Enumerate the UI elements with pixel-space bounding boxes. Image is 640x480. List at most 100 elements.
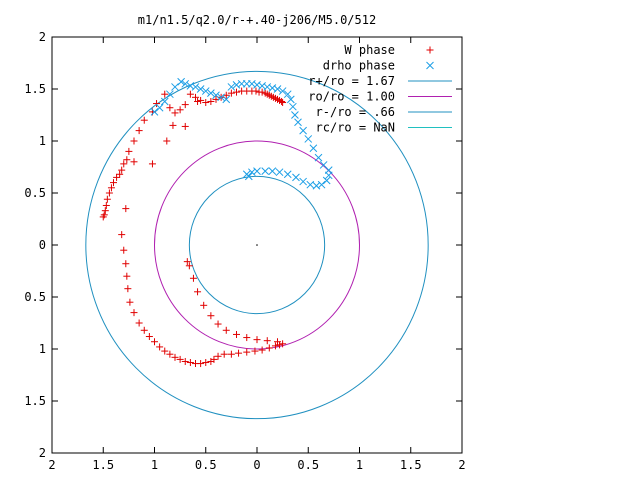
drho-phase-point: [166, 90, 174, 99]
legend-label: r+/ro = 1.67: [308, 74, 395, 88]
drho-phase-point: [217, 93, 225, 102]
marker-stroke: [268, 167, 277, 176]
w-phase-point: [122, 260, 130, 268]
w-phase-point: [166, 350, 174, 358]
legend-item: r-/ro = .66: [316, 105, 452, 119]
w-phase-point: [171, 353, 179, 361]
marker-stroke: [160, 97, 169, 106]
w-phase-point: [148, 160, 156, 168]
drho-phase-point: [207, 89, 215, 98]
drho-phase-point: [309, 144, 318, 153]
drho-phase-point: [299, 177, 307, 186]
w-phase-point: [140, 326, 148, 334]
circles-layer: [85, 70, 429, 420]
w-phase-point: [102, 201, 110, 209]
w-phase-point: [123, 156, 131, 164]
w-phase-point: [123, 272, 131, 280]
marker-stroke: [171, 83, 179, 91]
drho-phase-point: [253, 167, 261, 176]
w-phase-point: [263, 337, 271, 345]
w-phase-point: [261, 89, 269, 97]
w-phase-point: [130, 309, 138, 317]
w-phase-point: [153, 100, 161, 108]
marker-stroke: [291, 111, 299, 119]
legend-marker: [426, 61, 434, 70]
marker-stroke: [191, 83, 200, 91]
w-phase-point: [163, 137, 171, 145]
drho-phase-point: [191, 83, 200, 91]
w-phase-point: [197, 96, 205, 104]
drho-phase-point: [263, 83, 272, 91]
drho-phase-point: [286, 95, 295, 104]
marker-stroke: [306, 180, 315, 189]
drho-phase-point: [273, 85, 282, 93]
w-phase-point: [207, 312, 215, 320]
marker-stroke: [177, 77, 186, 86]
w-phase-point: [194, 97, 202, 105]
marker-stroke: [201, 87, 210, 95]
legend-label: W phase: [344, 43, 395, 57]
marker-stroke: [196, 85, 205, 93]
circle-ro: [154, 140, 360, 350]
w-phase-point: [103, 195, 111, 203]
w-phase-point: [105, 189, 113, 197]
drho-phase-point: [248, 79, 256, 88]
w-phase-point: [130, 137, 138, 145]
w-phase-point: [135, 127, 143, 135]
marker-stroke: [232, 80, 241, 89]
y-tick-label: 1.5: [24, 82, 46, 96]
points-layer: [99, 77, 333, 368]
w-phase-point: [185, 262, 193, 270]
legend-label: rc/ro = NaN: [316, 121, 395, 135]
marker-stroke: [253, 167, 261, 176]
marker-stroke: [181, 79, 190, 88]
y-tick-label: 1.5: [24, 394, 46, 408]
drho-phase-point: [304, 135, 313, 143]
x-tick-label: 2: [458, 458, 465, 472]
marker-stroke: [273, 85, 282, 93]
w-phase-point: [124, 285, 132, 293]
w-phase-point: [243, 348, 251, 356]
drho-phase-point: [253, 80, 261, 89]
legend-item: W phase: [344, 43, 434, 57]
drho-phase-point: [306, 180, 315, 189]
drho-phase-point: [222, 95, 231, 104]
w-phase-point: [194, 288, 202, 296]
drho-phase-point: [160, 97, 169, 106]
drho-phase-point: [212, 91, 220, 100]
marker-stroke: [222, 95, 231, 104]
marker-stroke: [322, 176, 331, 185]
w-phase-point: [243, 334, 251, 342]
marker-stroke: [244, 172, 253, 181]
w-phase-point: [120, 160, 128, 168]
w-phase-point: [145, 333, 153, 341]
legend-label: ro/ro = 1.00: [308, 90, 395, 104]
drho-phase-point: [291, 111, 299, 119]
marker-stroke: [283, 90, 292, 99]
drho-phase-point: [177, 77, 186, 86]
w-phase-point: [113, 173, 121, 181]
marker-stroke: [312, 181, 321, 190]
marker-stroke: [227, 83, 236, 91]
legend-label: r-/ro = .66: [316, 105, 395, 119]
y-tick-label: 2: [39, 446, 46, 460]
x-tick-label: 0: [253, 458, 260, 472]
drho-phase-point: [322, 176, 331, 185]
w-phase-point: [235, 349, 243, 357]
marker-stroke: [212, 91, 220, 100]
w-phase-point: [210, 355, 218, 363]
w-phase-point: [107, 184, 115, 192]
w-phase-point: [207, 97, 215, 105]
drho-phase-point: [196, 85, 205, 93]
w-phase-point: [135, 319, 143, 327]
marker-stroke: [286, 95, 295, 104]
w-phase-point: [265, 344, 273, 352]
w-phase-point: [271, 342, 279, 350]
w-phase-point: [233, 330, 240, 338]
drho-phase-point: [258, 82, 266, 90]
w-phase-point: [99, 213, 107, 221]
w-phase-point: [156, 343, 164, 351]
marker-stroke: [299, 126, 307, 135]
drho-phase-point: [201, 87, 210, 95]
x-tick-label: 0.5: [297, 458, 319, 472]
